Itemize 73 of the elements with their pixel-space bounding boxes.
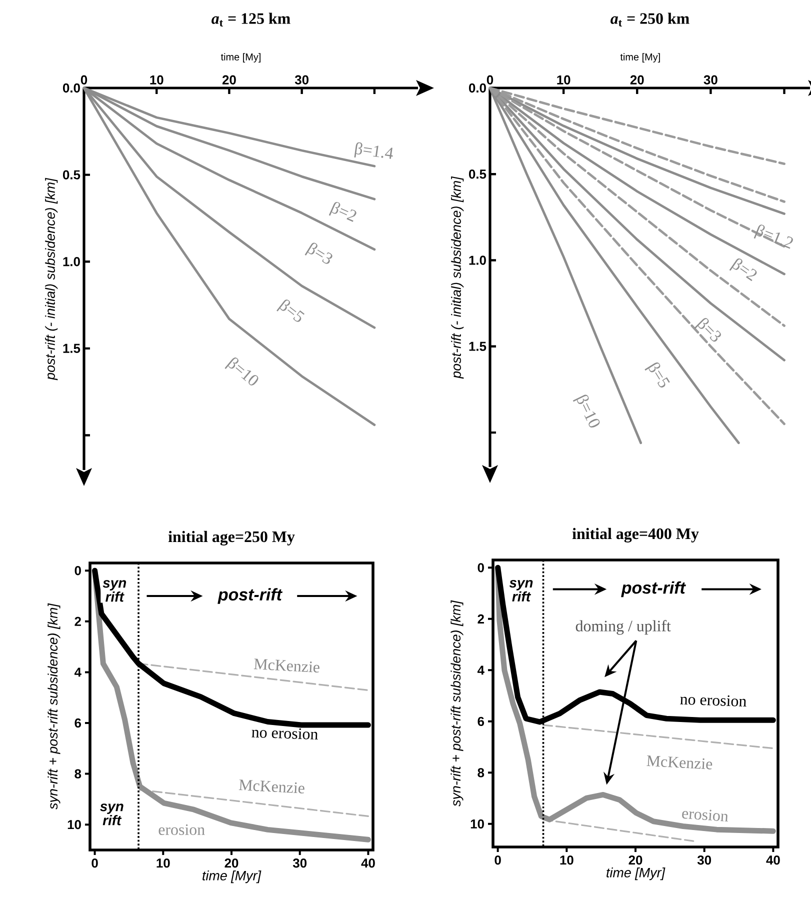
x-tick-label: 40 — [766, 856, 780, 865]
y-tick-label: 6 — [74, 718, 82, 728]
text: β=2 — [328, 202, 356, 222]
y-tick-label: 1.0 — [63, 257, 80, 266]
x-tick-label: 20 — [630, 75, 644, 84]
text: β=3 — [694, 318, 721, 342]
annotation: post-rift — [218, 588, 283, 604]
x-tick-label: 20 — [628, 856, 642, 865]
y-tick-label: 0.5 — [468, 170, 486, 179]
annotation: syn rift — [100, 804, 124, 826]
text: β=10 — [224, 358, 258, 386]
chart-title: initial age=400 My — [572, 528, 699, 542]
series-label: no erosion — [252, 728, 318, 740]
annotation: syn rift — [102, 580, 126, 602]
y-axis-title: post-rift (- initial) subsidence) [km] — [451, 176, 464, 379]
annotation: post-rift — [621, 581, 686, 598]
x-tick-label: 30 — [704, 75, 718, 84]
text: β=5 — [644, 362, 670, 388]
x-tick-label: 10 — [557, 75, 570, 84]
chart-title: initial age=250 My — [168, 530, 295, 546]
x-tick-label: 30 — [697, 856, 712, 865]
y-tick-label: 0.5 — [62, 170, 80, 180]
y-tick-label: 2 — [74, 616, 81, 626]
x-tick-label: 20 — [222, 75, 236, 84]
y-tick-label: 0 — [74, 566, 81, 576]
y-tick-label: 4 — [74, 668, 82, 677]
x-tick-label: 0 — [486, 75, 494, 84]
series-label: McKenzie — [646, 755, 712, 770]
y-tick-label: 0 — [478, 563, 484, 572]
y-tick-label: 4 — [477, 666, 484, 675]
x-axis-title: time [Myr] — [202, 870, 262, 884]
y-tick-label: 1.5 — [63, 344, 80, 353]
text: β=1.2 — [754, 224, 793, 249]
y-tick-label: 1.0 — [469, 256, 486, 265]
chart-title: a$_{t}$ = 250 km — [610, 12, 690, 26]
y-axis-title: syn-rift + post-rift subsidence) [km] — [48, 603, 60, 810]
y-tick-label: 10 — [470, 819, 484, 829]
x-axis-title: time [My] — [620, 53, 660, 62]
x-tick-label: 30 — [292, 858, 307, 868]
y-tick-label: 0.0 — [62, 83, 80, 93]
x-tick-label: 0 — [92, 858, 98, 868]
y-axis-title: syn-rift + post-rift subsidence) [km] — [450, 600, 464, 806]
y-tick-label: 10 — [68, 820, 81, 830]
series-label: erosion — [158, 824, 205, 836]
text: β=1.4 — [354, 142, 393, 159]
x-tick-label: 30 — [294, 75, 308, 84]
annotation: syn rift — [509, 580, 533, 602]
y-tick-label: 8 — [74, 769, 82, 778]
x-tick-label: 20 — [224, 858, 238, 868]
y-tick-label: 2 — [478, 614, 484, 624]
x-tick-label: 10 — [560, 856, 574, 865]
series-label: no erosion — [680, 695, 746, 707]
x-axis-title: time [Myr] — [606, 868, 666, 880]
y-tick-label: 6 — [478, 716, 484, 726]
text: β=3 — [304, 242, 332, 264]
text: β=10 — [572, 394, 600, 428]
text: β=2 — [729, 258, 757, 282]
x-tick-label: 0 — [494, 856, 501, 865]
x-axis-title: time [My] — [220, 53, 260, 62]
text: β=5 — [276, 300, 305, 322]
series-label: erosion — [682, 810, 728, 822]
x-tick-label: 10 — [156, 858, 170, 868]
y-tick-label: 8 — [478, 768, 484, 778]
x-tick-label: 40 — [361, 858, 375, 868]
y-tick-label: 1.5 — [469, 342, 486, 351]
y-axis-title: post-rift (- initial) subsidence) [km] — [45, 178, 58, 380]
chart-title: a$_{t}$ = 125 km — [212, 12, 290, 26]
series-label: McKenzie — [254, 658, 320, 673]
x-tick-label: 10 — [150, 75, 164, 84]
series-label: McKenzie — [238, 780, 304, 794]
annotation: doming / uplift — [576, 620, 671, 635]
x-tick-label: 0 — [80, 75, 88, 84]
y-tick-label: 0.0 — [468, 83, 486, 93]
